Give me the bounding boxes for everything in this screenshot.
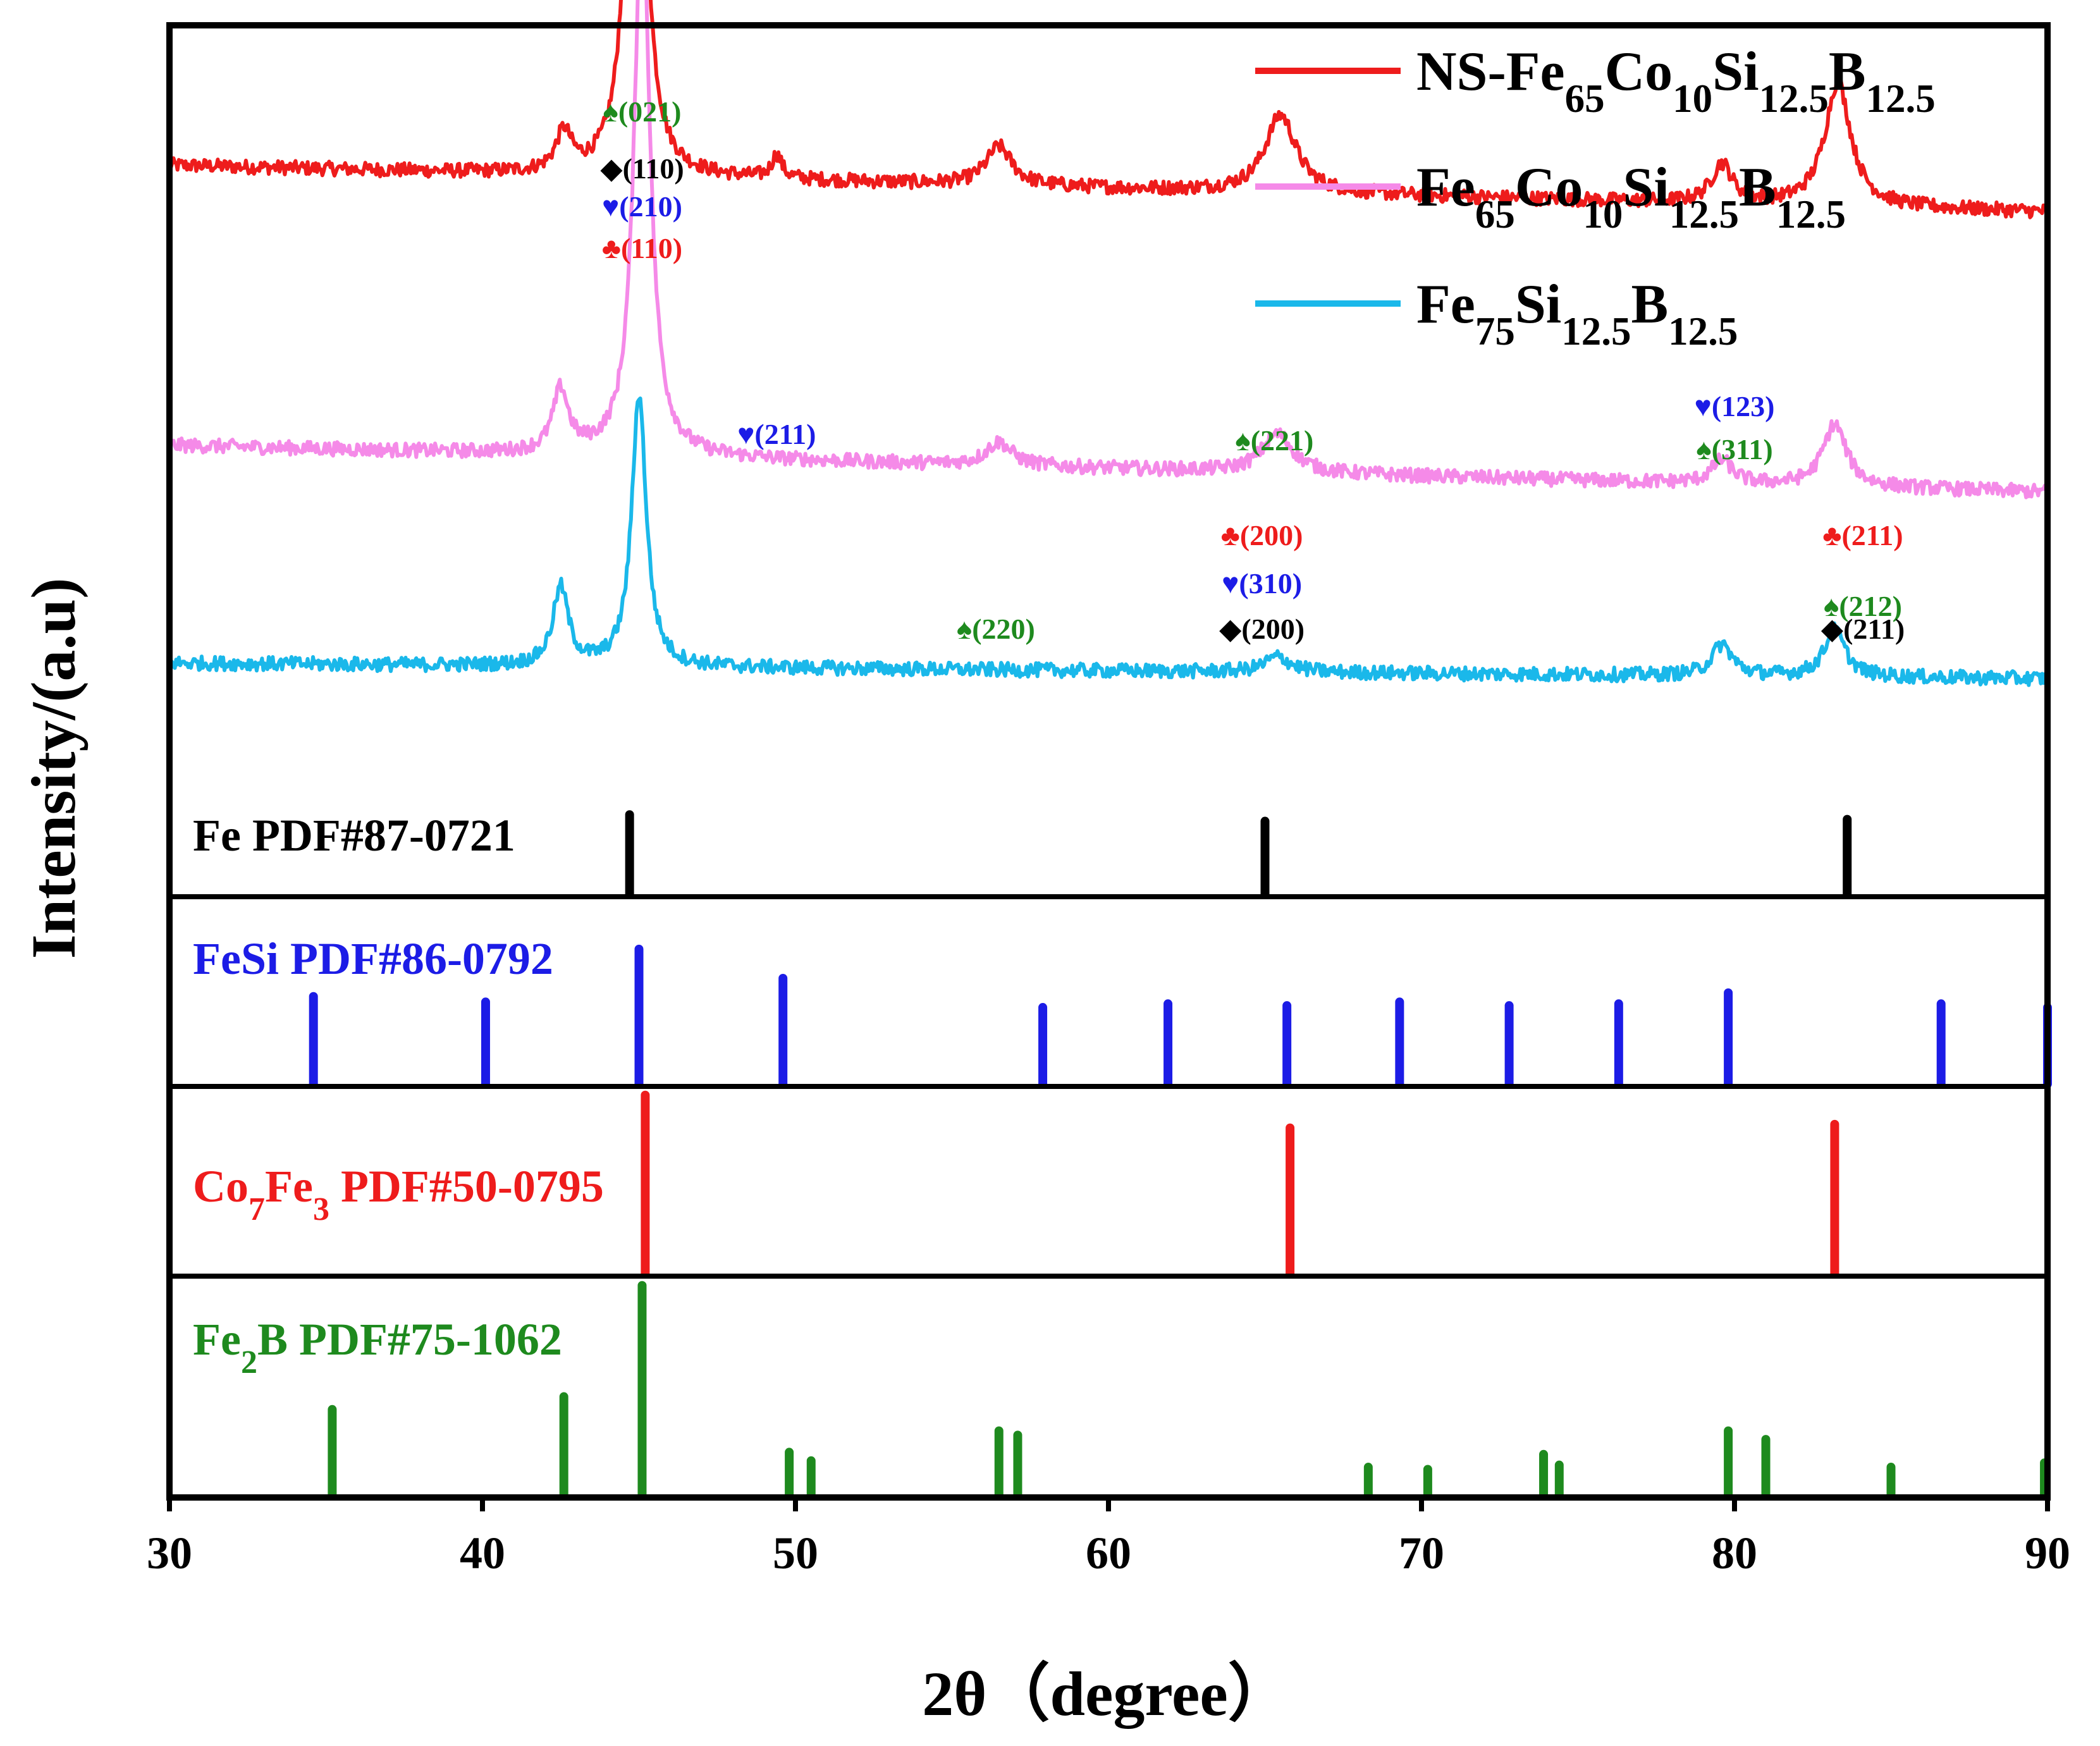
legend-entry: NS-Fe65Co10Si12.5B12.5 <box>1416 41 1936 121</box>
x-tick-label: 60 <box>1086 1528 1131 1578</box>
x-tick-label: 80 <box>1712 1528 1757 1578</box>
peak-label: ◆(211) <box>1821 613 1905 645</box>
peak-label: ♥(211) <box>737 418 816 450</box>
series-layer <box>168 0 2049 687</box>
reference-panels: Fe PDF#87-0721 FeSi PDF#86-0792 Co7Fe3 PDF… <box>169 810 2052 1499</box>
series-line <box>168 0 2048 219</box>
peak-label: ◆(200) <box>1219 613 1305 645</box>
peak-label: ♣(110) <box>602 232 682 264</box>
legend: NS-Fe65Co10Si12.5B12.5 Fe65Co10Si12.5B12.… <box>1255 41 1936 354</box>
y-axis-title: Intensity/(a.u) <box>18 578 89 959</box>
x-axis-title: 2θ（degree） <box>922 1659 1291 1729</box>
peak-label: ♠(220) <box>957 613 1035 645</box>
x-tick-label: 90 <box>2025 1528 2070 1578</box>
x-tick-label: 50 <box>773 1528 818 1578</box>
peak-label: ♣(211) <box>1822 519 1903 551</box>
x-tick-label: 30 <box>147 1528 192 1578</box>
peak-label: ◆(110) <box>600 152 684 185</box>
peak-labels: ♠(021) ◆(110) ♥(210) ♣(110) ♥(211) ♠(221) ♥(12… <box>600 95 1905 645</box>
panel-label: FeSi PDF#86-0792 <box>193 933 553 984</box>
legend-entry: Fe75Si12.5B12.5 <box>1416 274 1738 354</box>
x-axis: 30 40 50 60 70 80 90 <box>147 22 2070 1578</box>
panel-label: Fe2B PDF#75-1062 <box>193 1314 562 1380</box>
peak-label: ♠(212) <box>1824 590 1902 622</box>
x-tick-label: 40 <box>460 1528 505 1578</box>
peak-label: ♠(021) <box>603 95 681 128</box>
peak-label: ♣(200) <box>1221 519 1303 551</box>
peak-label: ♠(221) <box>1235 424 1313 457</box>
x-tick-label: 70 <box>1399 1528 1444 1578</box>
peak-label: ♥(210) <box>602 190 682 223</box>
panel-label: Co7Fe3 PDF#50-0795 <box>193 1161 604 1227</box>
legend-entry: Fe65Co10Si12.5B12.5 <box>1416 157 1846 237</box>
peak-label: ♠(311) <box>1696 433 1773 465</box>
series-line <box>168 397 2049 687</box>
peak-label: ♥(123) <box>1695 390 1775 422</box>
peak-label: ♥(310) <box>1222 567 1302 599</box>
series-line <box>168 0 2049 500</box>
panel-label: Fe PDF#87-0721 <box>193 810 515 861</box>
